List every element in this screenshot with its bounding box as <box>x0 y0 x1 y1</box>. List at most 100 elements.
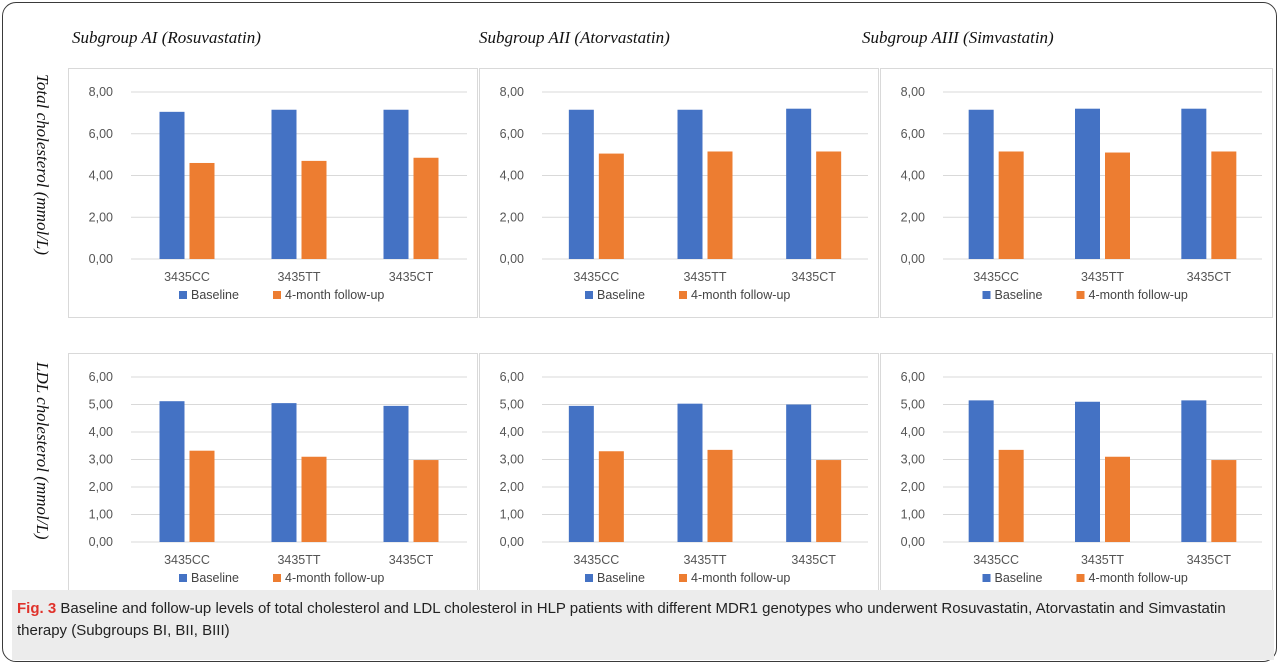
figure-label: Fig. 3 <box>17 600 57 617</box>
x-tick-label: 3435CT <box>389 270 434 284</box>
legend-swatch-followup <box>273 574 281 582</box>
x-tick-label: 3435TT <box>277 270 320 284</box>
chart-panel-total-simvastatin: 0,00 2,00 4,00 6,00 8,00 3435CC 3435TT 3435CT Ba… <box>880 68 1273 318</box>
chart-svg: 0,00 2,00 4,00 6,00 8,00 3435CC 3435TT 3435CT Ba… <box>89 85 467 302</box>
y-tick-label: 4,00 <box>89 425 113 439</box>
legend-label-baseline: Baseline <box>191 288 239 302</box>
bar-baseline <box>786 404 812 542</box>
legend-label-baseline: Baseline <box>995 571 1043 585</box>
chart-panel-ldl-atorvastatin: 0,00 1,00 2,00 3,00 4,00 5,00 6,00 3435CC 3435TT… <box>479 353 879 601</box>
legend-swatch-followup <box>1076 574 1085 582</box>
y-tick-label: 4,00 <box>89 169 113 183</box>
legend-label-followup: 4-month follow-up <box>1089 288 1188 302</box>
bar-followup <box>413 157 439 259</box>
chart-svg: 0,00 1,00 2,00 3,00 4,00 5,00 6,00 3435CC 3435TT… <box>500 370 868 585</box>
bar-followup <box>707 449 733 542</box>
bar-baseline <box>968 109 994 260</box>
bar-baseline <box>1075 108 1100 259</box>
chart-svg: 0,00 1,00 2,00 3,00 4,00 5,00 6,00 3435CC 3435TT… <box>901 370 1262 585</box>
bar-baseline <box>1181 108 1207 259</box>
y-tick-label: 8,00 <box>500 85 524 99</box>
column-title-atorvastatin: Subgroup AII (Atorvastatin) <box>479 28 670 47</box>
x-tick-label: 3435TT <box>277 553 320 567</box>
bar-baseline <box>271 109 297 260</box>
y-tick-label: 3,00 <box>89 453 113 467</box>
y-tick-label: 0,00 <box>901 252 925 266</box>
chart-panel-ldl-simvastatin: 0,00 1,00 2,00 3,00 4,00 5,00 6,00 3435CC 3435TT… <box>880 353 1273 601</box>
x-tick-label: 3435CT <box>791 270 836 284</box>
y-tick-label: 6,00 <box>500 127 524 141</box>
x-tick-label: 3435CC <box>973 553 1019 567</box>
y-tick-label: 0,00 <box>500 252 524 266</box>
legend-swatch-baseline <box>982 574 991 582</box>
legend-label-baseline: Baseline <box>597 288 645 302</box>
bar-followup <box>707 151 733 259</box>
y-tick-label: 8,00 <box>89 85 113 99</box>
y-tick-label: 3,00 <box>500 453 524 467</box>
bar-followup <box>301 456 327 542</box>
y-tick-label: 6,00 <box>89 370 113 384</box>
bar-baseline <box>786 108 812 259</box>
legend-label-baseline: Baseline <box>995 288 1043 302</box>
x-tick-label: 3435CT <box>791 553 836 567</box>
chart-svg: 0,00 2,00 4,00 6,00 8,00 3435CC 3435TT 3435CT Ba… <box>901 85 1262 302</box>
y-tick-label: 2,00 <box>89 210 113 224</box>
legend-label-followup: 4-month follow-up <box>285 571 384 585</box>
chart-svg: 0,00 2,00 4,00 6,00 8,00 3435CC 3435TT 3435CT Ba… <box>500 85 868 302</box>
legend-swatch-followup <box>273 291 281 299</box>
legend-label-followup: 4-month follow-up <box>691 571 790 585</box>
bar-baseline <box>568 405 594 542</box>
x-tick-label: 3435CC <box>164 270 210 284</box>
bar-baseline <box>159 401 185 542</box>
bar-followup <box>816 460 842 542</box>
legend-swatch-followup <box>679 291 687 299</box>
bar-baseline <box>677 109 703 260</box>
x-tick-label: 3435TT <box>1081 270 1124 284</box>
y-tick-label: 2,00 <box>500 210 524 224</box>
y-tick-label: 1,00 <box>89 508 113 522</box>
bar-baseline <box>383 109 409 260</box>
y-tick-label: 2,00 <box>901 480 925 494</box>
caption-background <box>12 590 1274 660</box>
bar-followup <box>189 162 215 259</box>
x-tick-label: 3435CT <box>1187 270 1232 284</box>
x-tick-label: 3435TT <box>683 553 726 567</box>
y-tick-label: 6,00 <box>901 370 925 384</box>
x-tick-label: 3435TT <box>1081 553 1124 567</box>
legend-swatch-baseline <box>585 291 593 299</box>
bar-baseline <box>568 109 594 260</box>
y-tick-label: 2,00 <box>500 480 524 494</box>
y-tick-label: 0,00 <box>500 535 524 549</box>
x-tick-label: 3435CT <box>1187 553 1232 567</box>
legend-swatch-baseline <box>179 574 187 582</box>
y-tick-label: 4,00 <box>500 425 524 439</box>
legend-label-baseline: Baseline <box>597 571 645 585</box>
bar-baseline <box>383 405 409 542</box>
chart-panel-ldl-rosuvastatin: 0,00 1,00 2,00 3,00 4,00 5,00 6,00 3435CC 3435TT… <box>68 353 478 601</box>
chart-panel-total-rosuvastatin: 0,00 2,00 4,00 6,00 8,00 3435CC 3435TT 3435CT Ba… <box>68 68 478 318</box>
bar-baseline <box>271 403 297 542</box>
y-tick-label: 6,00 <box>901 127 925 141</box>
bar-baseline <box>1181 400 1207 542</box>
y-tick-label: 4,00 <box>901 425 925 439</box>
bar-followup <box>1211 151 1237 259</box>
x-tick-label: 3435CC <box>164 553 210 567</box>
y-tick-label: 6,00 <box>500 370 524 384</box>
bar-followup <box>998 449 1024 542</box>
bar-followup <box>1105 456 1130 542</box>
bar-followup <box>816 151 842 259</box>
y-tick-label: 0,00 <box>89 535 113 549</box>
x-tick-label: 3435CC <box>973 270 1019 284</box>
legend-label-followup: 4-month follow-up <box>1089 571 1188 585</box>
bar-followup <box>301 160 327 259</box>
y-tick-label: 5,00 <box>89 398 113 412</box>
bar-followup <box>189 450 215 542</box>
column-title-simvastatin: Subgroup AIII (Simvastatin) <box>862 28 1054 47</box>
legend-swatch-followup <box>1076 291 1085 299</box>
caption-text: Baseline and follow-up levels of total c… <box>17 600 1226 639</box>
row-title-total-cholesterol: Total cholesterol (mmol/L) <box>33 74 52 256</box>
y-tick-label: 6,00 <box>89 127 113 141</box>
legend-swatch-baseline <box>179 291 187 299</box>
bar-followup <box>1211 460 1237 542</box>
legend-swatch-followup <box>679 574 687 582</box>
